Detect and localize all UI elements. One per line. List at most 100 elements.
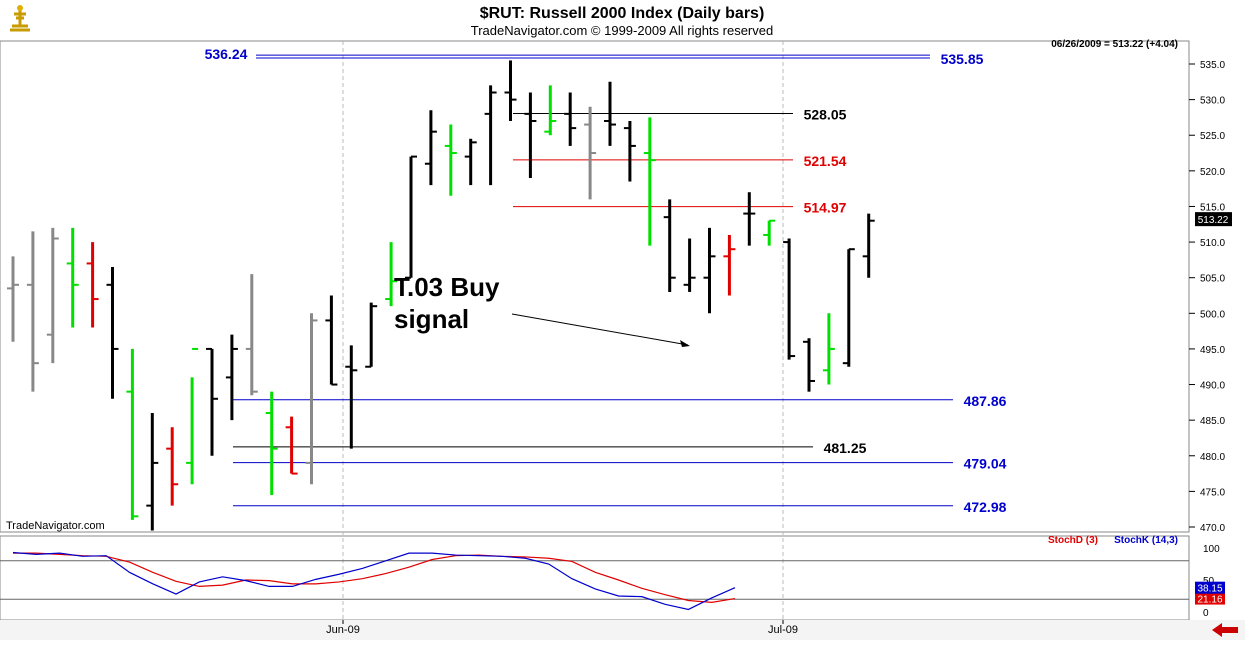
price-tick-label: 535.0 xyxy=(1200,60,1225,71)
level-label: 479.04 xyxy=(964,456,1007,472)
price-tick-label: 525.0 xyxy=(1200,131,1225,142)
last-quote-readout: 06/26/2009 = 513.22 (+4.04) xyxy=(1051,39,1178,50)
ohlc-bar xyxy=(225,334,238,421)
time-axis: Jun-09 Jul-09 xyxy=(326,620,798,636)
arrow-shaft xyxy=(511,313,689,346)
price-levels: 536.24 535.85 528.05 521.54 514.97 487.86 481.… xyxy=(205,46,1007,515)
ohlc-bar xyxy=(146,413,159,531)
price-tick-label: 510.0 xyxy=(1200,238,1225,249)
ohlc-bar xyxy=(504,60,517,121)
price-tick-label: 520.0 xyxy=(1200,167,1225,178)
ohlc-bar xyxy=(365,302,378,368)
stoch-d-legend: StochD (3) xyxy=(1048,535,1098,546)
ohlc-bar xyxy=(325,295,338,386)
annotation-line2: signal xyxy=(394,304,469,334)
price-tick-label: 490.0 xyxy=(1200,381,1225,392)
price-tick-label: 495.0 xyxy=(1200,345,1225,356)
ohlc-bar xyxy=(166,427,179,506)
stoch-value-label: 38.15 xyxy=(1197,584,1222,595)
price-tick-label: 505.0 xyxy=(1200,274,1225,285)
ohlc-bar xyxy=(703,227,716,314)
ohlc-bar xyxy=(663,199,676,292)
ohlc-bar xyxy=(564,92,577,146)
price-tick-label: 470.0 xyxy=(1200,523,1225,534)
stoch-value-tag xyxy=(1195,581,1225,594)
level-label: 472.98 xyxy=(964,499,1007,515)
annotation-arrow xyxy=(511,313,690,347)
ohlc-bar xyxy=(584,106,597,200)
stoch-value-label: 21.16 xyxy=(1197,595,1222,606)
ohlc-bar xyxy=(265,391,278,495)
month-grid-lines xyxy=(342,41,784,620)
price-tick-label: 475.0 xyxy=(1200,487,1225,498)
ohlc-bar xyxy=(285,416,298,475)
ohlc-bar xyxy=(604,81,616,146)
ohlc-bar xyxy=(345,345,358,449)
ohlc-bar xyxy=(385,242,398,307)
level-label: 528.05 xyxy=(804,107,847,123)
ohlc-bar xyxy=(643,117,656,246)
ohlc-bar xyxy=(7,256,19,342)
level-label: 514.97 xyxy=(804,200,847,216)
ohlc-bar xyxy=(464,138,477,186)
stoch-k-legend: StochK (14,3) xyxy=(1114,535,1178,546)
ohlc-bar xyxy=(763,219,776,246)
ohlc-bar xyxy=(822,313,835,385)
level-label: 521.54 xyxy=(804,153,847,169)
stochastic-panel xyxy=(0,535,1190,621)
stoch-tick-label: 0 xyxy=(1203,608,1209,619)
price-tick-label: 500.0 xyxy=(1200,309,1225,320)
time-axis-strip xyxy=(0,620,1245,640)
ohlc-bar xyxy=(86,242,99,328)
ohlc-bar xyxy=(245,274,258,396)
time-tick-label: Jun-09 xyxy=(326,624,360,636)
price-tick-label: 480.0 xyxy=(1200,452,1225,463)
stoch-value-tag xyxy=(1195,592,1225,605)
price-tick-label: 515.0 xyxy=(1200,202,1225,213)
level-label: 536.24 xyxy=(205,46,248,62)
ohlc-bar xyxy=(783,238,796,360)
stoch-k-line xyxy=(12,551,736,611)
ohlc-bar xyxy=(126,348,139,520)
ohlc-bar xyxy=(842,248,855,367)
time-tick-label: Jul-09 xyxy=(768,624,798,636)
current-price-tag xyxy=(1195,212,1232,227)
ohlc-bar xyxy=(544,85,557,136)
price-axis: 470.0 475.0 480.0 485.0 490.0 495.0 500.0 505.0… xyxy=(1189,60,1232,534)
ohlc-bar xyxy=(723,234,736,296)
stoch-d-line xyxy=(13,552,736,604)
arrow-head xyxy=(680,340,690,347)
level-label: 535.85 xyxy=(941,51,984,67)
scroll-left-arrow-icon[interactable] xyxy=(1210,622,1240,638)
price-bars xyxy=(7,60,875,531)
ohlc-bar xyxy=(424,110,437,186)
ohlc-bar xyxy=(66,227,79,328)
stoch-tick-label: 100 xyxy=(1203,544,1220,555)
chart-title: $RUT: Russell 2000 Index (Daily bars) xyxy=(480,5,765,22)
annotation-line1: T.03 Buy xyxy=(394,272,500,302)
trade-navigator-logo-icon[interactable] xyxy=(4,4,36,34)
ohlc-bar xyxy=(26,231,39,392)
ohlc-bar xyxy=(46,227,59,364)
price-tick-label: 485.0 xyxy=(1200,416,1225,427)
ohlc-bar xyxy=(524,92,537,178)
ohlc-bar xyxy=(484,85,497,186)
copyright-text: TradeNavigator.com © 1999-2009 All right… xyxy=(471,23,773,38)
stoch-tick-label: 50 xyxy=(1203,576,1215,587)
ohlc-bar xyxy=(444,124,457,196)
ohlc-bar xyxy=(803,338,815,392)
ohlc-bar xyxy=(206,347,218,456)
watermark: TradeNavigator.com xyxy=(6,520,105,532)
ohlc-bar xyxy=(862,213,875,278)
main-plot-area xyxy=(0,40,1190,533)
ohlc-bar xyxy=(405,155,417,279)
current-price-tag-label: 513.22 xyxy=(1198,215,1229,226)
ohlc-bar xyxy=(743,192,756,246)
ohlc-bar xyxy=(186,347,199,485)
level-label: 487.86 xyxy=(964,393,1007,409)
price-tick-label: 530.0 xyxy=(1200,96,1225,107)
ohlc-bar xyxy=(683,238,696,292)
